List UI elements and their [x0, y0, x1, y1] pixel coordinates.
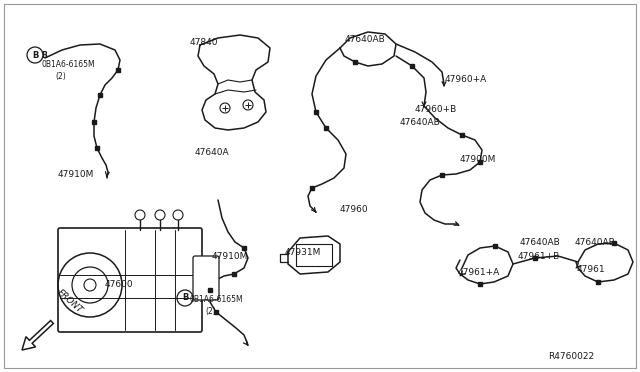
Text: 47910M: 47910M	[58, 170, 94, 179]
Text: 47640AB: 47640AB	[400, 118, 441, 127]
Text: (2): (2)	[55, 72, 66, 81]
Text: B: B	[32, 51, 38, 60]
FancyBboxPatch shape	[193, 256, 219, 300]
Text: (2): (2)	[205, 307, 216, 316]
Text: FRONT: FRONT	[55, 288, 84, 315]
Text: 47960: 47960	[340, 205, 369, 214]
Text: 47900M: 47900M	[460, 155, 497, 164]
Text: 47961: 47961	[577, 265, 605, 274]
Text: 47961+B: 47961+B	[518, 252, 560, 261]
Text: 47931M: 47931M	[285, 248, 321, 257]
Text: 47640A: 47640A	[195, 148, 230, 157]
Text: 47840: 47840	[190, 38, 218, 47]
Text: 47640AB: 47640AB	[520, 238, 561, 247]
FancyArrow shape	[22, 321, 53, 350]
Text: 47910M: 47910M	[212, 252, 248, 261]
FancyBboxPatch shape	[58, 228, 202, 332]
Text: 47640AB: 47640AB	[345, 35, 386, 44]
Text: R4760022: R4760022	[548, 352, 594, 361]
Text: 47960+B: 47960+B	[415, 105, 457, 114]
Text: B: B	[182, 294, 188, 302]
Text: 47961+A: 47961+A	[458, 268, 500, 277]
Text: 47960+A: 47960+A	[445, 75, 487, 84]
Text: B: B	[41, 51, 47, 60]
Text: 0B1A6-6165M: 0B1A6-6165M	[190, 295, 244, 304]
Text: 47600: 47600	[105, 280, 134, 289]
Text: 0B1A6-6165M: 0B1A6-6165M	[42, 60, 95, 69]
Text: 47640AB: 47640AB	[575, 238, 616, 247]
